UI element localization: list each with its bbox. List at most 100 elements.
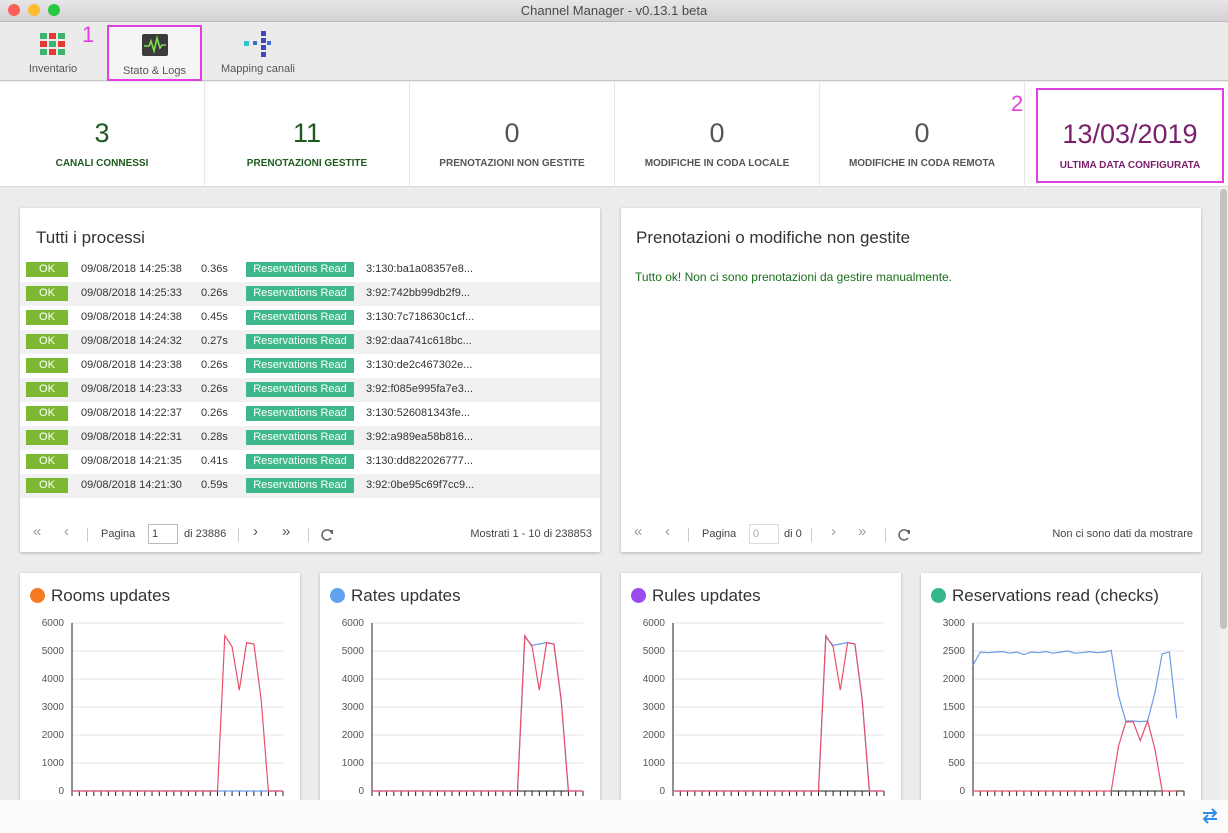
pulse-monitor-icon	[141, 34, 168, 56]
y-tick-label: 500	[948, 758, 965, 769]
process-row[interactable]: OK 09/08/2018 14:24:32 0.27s Reservations R…	[20, 330, 600, 354]
process-type-badge: Reservations Read	[246, 262, 354, 277]
stats-strip: 3 CANALI CONNESSI 11 PRENOTAZIONI GESTIT…	[0, 82, 1228, 187]
next-page-icon[interactable]: ›	[831, 523, 836, 540]
stat-canali-connessi: 3 CANALI CONNESSI	[0, 82, 205, 187]
process-row[interactable]: OK 09/08/2018 14:23:33 0.26s Reservations R…	[20, 378, 600, 402]
process-id: 3:92:daa741c618bc...	[366, 335, 472, 347]
process-row[interactable]: OK 09/08/2018 14:25:33 0.26s Reservations R…	[20, 282, 600, 306]
process-duration: 0.59s	[201, 479, 228, 491]
process-time: 09/08/2018 14:23:38	[81, 359, 182, 371]
stat-caption: PRENOTAZIONI GESTITE	[246, 158, 368, 169]
y-tick-label: 1500	[943, 702, 966, 713]
process-id: 3:130:de2c467302e...	[366, 359, 473, 371]
y-tick-label: 2500	[943, 646, 966, 657]
process-duration: 0.28s	[201, 431, 228, 443]
refresh-icon[interactable]	[897, 528, 911, 542]
next-page-icon[interactable]: ›	[253, 523, 258, 540]
y-tick-label: 4000	[643, 674, 666, 685]
process-type-badge: Reservations Read	[246, 430, 354, 445]
y-tick-label: 6000	[342, 618, 365, 629]
prev-page-icon[interactable]: ‹	[64, 523, 69, 540]
process-duration: 0.26s	[201, 359, 228, 371]
y-tick-label: 0	[58, 786, 64, 797]
stat-caption: CANALI CONNESSI	[55, 158, 149, 169]
process-duration: 0.45s	[201, 311, 228, 323]
y-tick-label: 4000	[42, 674, 65, 685]
stat-caption: PRENOTAZIONI NON GESTITE	[439, 158, 585, 169]
process-row[interactable]: OK 09/08/2018 14:23:38 0.26s Reservations R…	[20, 354, 600, 378]
scrollbar-thumb[interactable]	[1220, 189, 1227, 629]
series-line-1	[72, 633, 283, 792]
stat-value: 0	[504, 118, 520, 148]
toolbar-stato-logs[interactable]: Stato & Logs	[107, 25, 202, 81]
process-id: 3:130:ba1a08357e8...	[366, 263, 474, 275]
chart-title: Rules updates	[652, 586, 761, 605]
maximize-window-button[interactable]	[48, 4, 60, 16]
pager-divider	[238, 528, 239, 542]
panel-title: Tutti i processi	[36, 228, 145, 247]
stat-value: 11	[292, 118, 322, 148]
process-time: 09/08/2018 14:23:33	[81, 383, 182, 395]
status-badge: OK	[26, 286, 68, 301]
vertical-scrollbar[interactable]	[1219, 187, 1228, 800]
y-tick-label: 6000	[42, 618, 65, 629]
sync-icon[interactable]	[1201, 808, 1219, 824]
processes-pager: « ‹ Pagina 1 di 23886 › » Mostrati 1 - 1…	[20, 516, 600, 552]
stat-prenotazioni-gestite: 11 PRENOTAZIONI GESTITE	[205, 82, 410, 187]
process-row[interactable]: OK 09/08/2018 14:24:38 0.45s Reservations R…	[20, 306, 600, 330]
main-toolbar: Inventario 1 Stato & Logs Mapping canali	[0, 22, 1228, 81]
chart-rates-updates: Rates updates 6000 5000 4000 3000 2000 1000 0	[320, 573, 600, 800]
process-id: 3:92:a989ea58b816...	[366, 431, 474, 443]
y-tick-label: 2000	[42, 730, 65, 741]
stat-value: 0	[914, 118, 930, 148]
toolbar-mapping-canali[interactable]: Mapping canali	[218, 22, 298, 80]
y-tick-label: 5000	[643, 646, 666, 657]
process-type-badge: Reservations Read	[246, 310, 354, 325]
stat-value: 3	[94, 118, 110, 148]
process-type-badge: Reservations Read	[246, 334, 354, 349]
process-row[interactable]: OK 09/08/2018 14:25:38 0.36s Reservations R…	[20, 258, 600, 282]
mapping-icon	[244, 31, 271, 57]
process-row[interactable]: OK 09/08/2018 14:21:30 0.59s Reservations R…	[20, 474, 600, 498]
page-number-input[interactable]: 0	[749, 524, 779, 544]
toolbar-label-mapping-canali: Mapping canali	[221, 63, 295, 75]
last-page-icon[interactable]: »	[858, 523, 867, 540]
status-badge: OK	[26, 382, 68, 397]
minimize-window-button[interactable]	[28, 4, 40, 16]
status-badge: OK	[26, 262, 68, 277]
last-page-icon[interactable]: »	[282, 523, 291, 540]
prev-page-icon[interactable]: ‹	[665, 523, 670, 540]
process-duration: 0.41s	[201, 455, 228, 467]
y-tick-label: 1000	[42, 758, 65, 769]
rooms-chart-plot: 6000 5000 4000 3000 2000 1000 0	[42, 618, 284, 797]
process-row[interactable]: OK 09/08/2018 14:22:37 0.26s Reservations R…	[20, 402, 600, 426]
stat-caption: MODIFICHE IN CODA LOCALE	[644, 158, 790, 169]
chart-rules-updates: Rules updates 6000 5000 4000 3000 2000 1000 0	[621, 573, 901, 800]
stat-value: 0	[709, 118, 725, 148]
status-badge: OK	[26, 334, 68, 349]
toolbar-inventario[interactable]: Inventario	[18, 22, 88, 80]
y-tick-label: 2000	[643, 730, 666, 741]
first-page-icon[interactable]: «	[634, 523, 643, 540]
y-tick-label: 1000	[943, 730, 966, 741]
series-line-0	[972, 649, 1178, 723]
page-number-input[interactable]: 1	[148, 524, 178, 544]
rules-chart-plot: 6000 5000 4000 3000 2000 1000 0	[643, 618, 885, 797]
close-window-button[interactable]	[8, 4, 20, 16]
process-time: 09/08/2018 14:24:38	[81, 311, 182, 323]
rates-legend-dot	[330, 588, 345, 603]
first-page-icon[interactable]: «	[33, 523, 42, 540]
process-row[interactable]: OK 09/08/2018 14:21:35 0.41s Reservations R…	[20, 450, 600, 474]
pager-divider	[308, 528, 309, 542]
y-tick-label: 2000	[342, 730, 365, 741]
refresh-icon[interactable]	[320, 528, 334, 542]
process-type-badge: Reservations Read	[246, 382, 354, 397]
status-badge: OK	[26, 478, 68, 493]
stat-caption: ULTIMA DATA CONFIGURATA	[1059, 160, 1201, 171]
process-row[interactable]: OK 09/08/2018 14:22:31 0.28s Reservations R…	[20, 426, 600, 450]
process-duration: 0.26s	[201, 287, 228, 299]
grid-icon	[40, 33, 65, 55]
process-time: 09/08/2018 14:25:38	[81, 263, 182, 275]
y-tick-label: 1000	[342, 758, 365, 769]
